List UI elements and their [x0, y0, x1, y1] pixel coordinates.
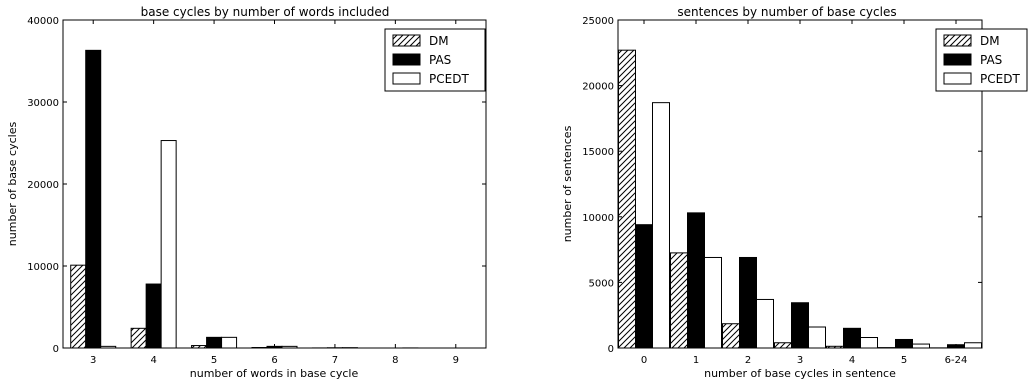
y-axis-title: number of sentences [561, 125, 574, 242]
y-tick-label: 15000 [582, 147, 614, 158]
y-tick-label: 0 [608, 344, 614, 355]
bar-pcedt-3 [808, 326, 826, 349]
y-tick-label: 0 [53, 344, 59, 355]
y-tick-label: 5000 [589, 278, 614, 289]
bar-dm-3 [774, 342, 792, 349]
bar-dm-4 [130, 327, 147, 349]
x-tick-label: 3 [90, 355, 96, 366]
legend-swatch-dm [943, 34, 972, 47]
legend-swatch-pcedt [943, 72, 972, 85]
bar-pas-1 [687, 212, 705, 349]
x-tick-label: 4 [849, 355, 855, 366]
legend-label-pcedt: PCEDT [980, 72, 1020, 86]
bar-pcedt-0 [652, 102, 670, 349]
x-tick-label: 6 [271, 355, 277, 366]
legend-swatch-pcedt [392, 72, 421, 85]
chart-base-cycles-by-words: base cycles by number of words included … [6, 5, 487, 380]
legend-label-pas: PAS [429, 53, 451, 67]
bar-pcedt-5 [221, 336, 238, 349]
x-tick-label: 4 [150, 355, 156, 366]
chart-title: sentences by number of base cycles [677, 5, 896, 19]
plot-frame [617, 19, 983, 349]
bar-pas-4 [145, 283, 162, 349]
plot-frame [62, 19, 487, 349]
bar-dm-3 [70, 264, 87, 349]
x-axis-title: number of base cycles in sentence [704, 367, 896, 380]
legend-swatch-dm [392, 34, 421, 47]
y-tick-label: 20000 [27, 180, 59, 191]
y-tick-label: 20000 [582, 82, 614, 93]
x-tick-label: 5 [211, 355, 217, 366]
legend-swatch-pas [392, 53, 421, 66]
x-tick-label: 9 [453, 355, 459, 366]
y-axis-title: number of base cycles [6, 122, 19, 247]
y-tick-label: 30000 [27, 98, 59, 109]
x-tick-label: 8 [392, 355, 398, 366]
x-tick-label: 7 [332, 355, 338, 366]
bar-pas-3 [85, 49, 102, 349]
bar-dm-0 [618, 49, 636, 349]
legend: DM PAS PCEDT [935, 28, 1028, 92]
x-tick-label: 5 [901, 355, 907, 366]
x-tick-label: 6-24 [945, 355, 968, 366]
bar-pcedt-5 [912, 343, 930, 349]
bar-pcedt-2 [756, 298, 774, 349]
bar-pas-2 [739, 256, 757, 349]
bar-dm-2 [722, 323, 740, 349]
x-axis-title: number of words in base cycle [190, 367, 359, 380]
x-tick-label: 0 [641, 355, 647, 366]
legend-swatch-pas [943, 53, 972, 66]
bar-pcedt-4 [860, 337, 878, 349]
bar-pcedt-4 [160, 140, 177, 349]
legend-label-pas: PAS [980, 53, 1002, 67]
legend-label-dm: DM [429, 34, 449, 48]
bar-pcedt-6-24 [964, 342, 982, 349]
legend: DM PAS PCEDT [384, 28, 486, 92]
y-tick-label: 10000 [582, 213, 614, 224]
y-tick-label: 10000 [27, 262, 59, 273]
y-tick-label: 25000 [582, 16, 614, 27]
x-tick-label: 3 [797, 355, 803, 366]
x-tick-label: 1 [693, 355, 699, 366]
bar-pcedt-1 [704, 256, 722, 349]
legend-label-pcedt: PCEDT [429, 72, 469, 86]
chart-title: base cycles by number of words included [141, 5, 390, 19]
legend-label-dm: DM [980, 34, 1000, 48]
chart-sentences-by-base-cycles: sentences by number of base cycles numbe… [561, 5, 1028, 380]
bar-dm-1 [670, 252, 688, 349]
x-tick-label: 2 [745, 355, 751, 366]
bar-pas-0 [635, 224, 653, 349]
bar-pas-3 [791, 302, 809, 349]
y-tick-label: 40000 [27, 16, 59, 27]
